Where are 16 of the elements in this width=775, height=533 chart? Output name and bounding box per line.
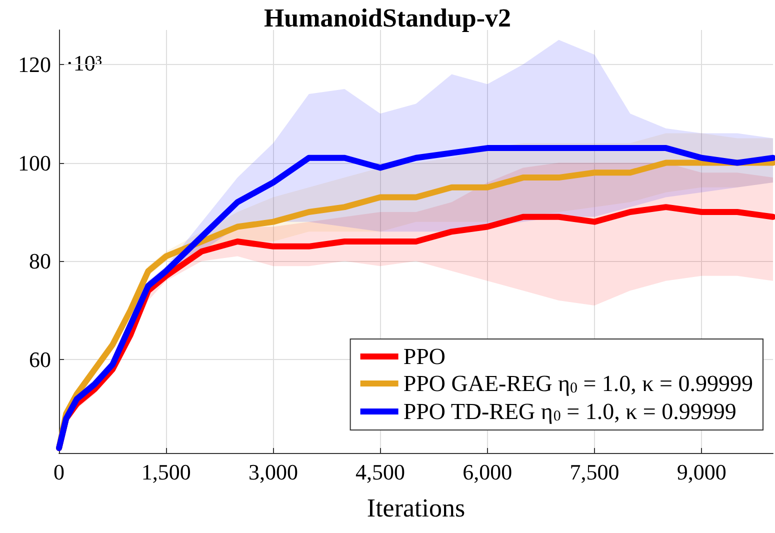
legend-label: PPO [403,344,446,369]
x-tick-label: 6,000 [462,460,512,484]
y-tick-label: 60 [29,347,51,372]
y-tick-label: 120 [18,52,51,77]
x-tick-label: 9,000 [676,460,726,484]
legend-label: PPO GAE-REG η0 = 1.0, κ = 0.99999 [403,371,754,396]
y-tick-label: 100 [18,150,51,176]
x-tick-label: 4,500 [356,460,406,484]
chart-title: HumanoidStandup-v2 [264,4,512,32]
y-tick-label: 80 [29,248,51,274]
x-tick-label: 0 [54,460,64,484]
x-axis-title: Iterations [366,494,466,522]
x-tick-label: 3,000 [248,460,298,484]
x-tick-label: 7,500 [570,460,620,484]
legend-label: PPO TD-REG η0 = 1.0, κ = 0.99999 [403,399,736,424]
x-tick-label: 1,500 [141,460,191,484]
